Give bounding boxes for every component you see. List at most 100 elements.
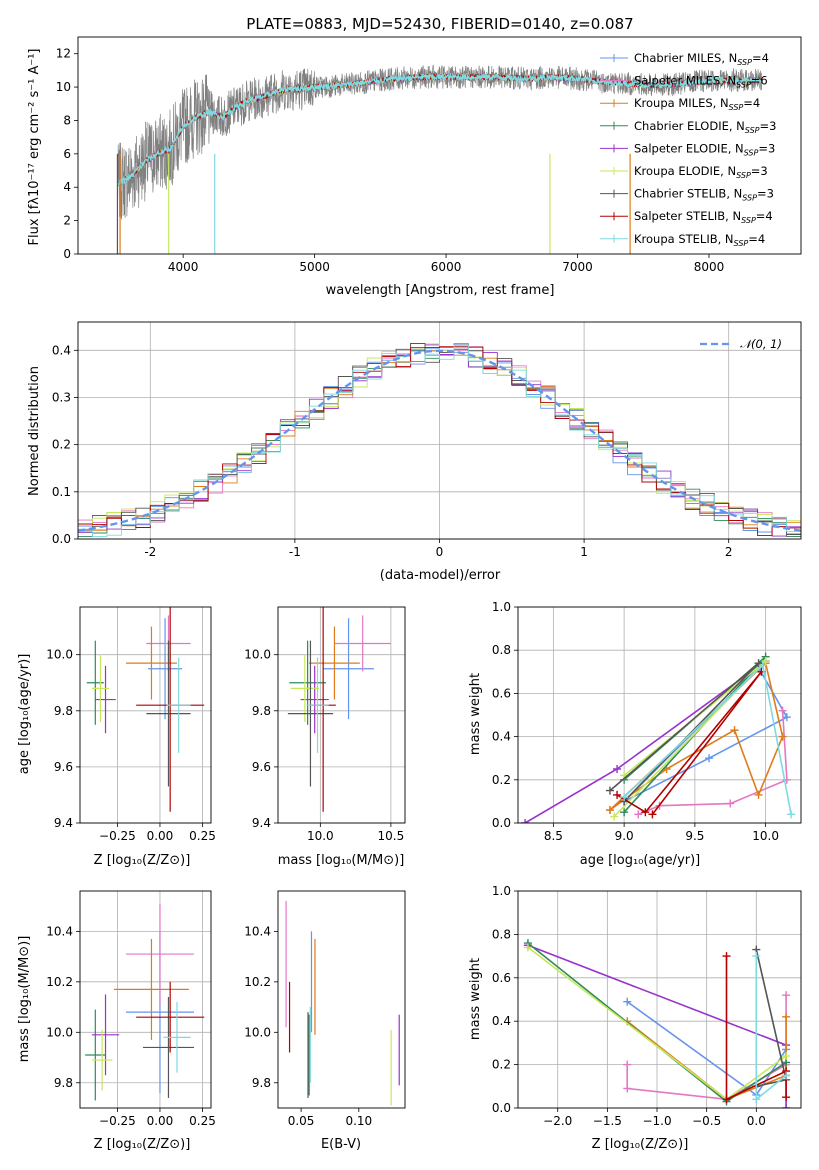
y-tick-label: 10.0: [46, 648, 73, 662]
weight-marker-3-1: [634, 810, 643, 819]
weight-marker-9-1: [752, 952, 761, 961]
y-tick-label: 0.4: [492, 1014, 511, 1028]
plot-content: [523, 939, 791, 1108]
y-tick-label: 0.3: [52, 390, 71, 404]
plot-content: [521, 652, 796, 823]
residual-legend: 𝒩(0, 1): [700, 337, 782, 351]
x-tick-label: −2.0: [543, 1114, 572, 1128]
massweight-vs-age-xlabel: age [log₁₀(age/yr)]: [580, 853, 701, 868]
y-tick-label: 2: [63, 214, 71, 228]
massweight-vs-age-ylabel: mass weight: [468, 673, 483, 755]
y-tick-label: 9.6: [54, 760, 73, 774]
y-tick-label: 0.0: [492, 816, 511, 830]
spectrum-panel: PLATE=0883, MJD=52430, FIBERID=0140, z=0…: [27, 15, 802, 298]
legend-subscript: SSP: [729, 103, 744, 112]
y-tick-label: 0.2: [492, 773, 511, 787]
y-tick-label: 6: [63, 147, 71, 161]
y-tick-label: 12: [56, 47, 71, 61]
spectrum-legend: Chabrier MILES, NSSP=4 Salpeter MILES, NS…: [600, 51, 776, 248]
plot-content: [116, 64, 763, 254]
x-tick-label: 1: [580, 545, 588, 559]
legend-subscript: SSP: [745, 126, 760, 135]
mass-vs-EBV-panel: 0.05 0.10 9.8 10.0 10.2 10.4: [244, 890, 406, 1128]
weight-marker-7-1: [605, 786, 614, 795]
weight-marker-8-2: [722, 1095, 731, 1104]
observed-spectrum: [117, 64, 762, 220]
residual-ylabel: Normed distribution: [27, 366, 42, 496]
x-tick-label: 0.10: [345, 1114, 372, 1128]
age-vs-mass-panel: 10.0 10.5 9.4 9.6 9.8 10.0: [244, 606, 406, 843]
weight-marker-3-2: [623, 1084, 632, 1093]
legend-label-9: Kroupa STELIB, NSSP=4: [634, 232, 765, 248]
legend-suffix: =3: [760, 119, 777, 133]
massweight-vs-Z-ylabel: mass weight: [468, 958, 483, 1040]
weight-marker-6-2: [761, 657, 770, 665]
legend-label-6: Kroupa ELODIE, NSSP=3: [634, 164, 768, 180]
normal-curve-legend-label: 𝒩(0, 1): [740, 337, 782, 351]
legend-subscript: SSP: [734, 239, 749, 248]
y-tick-label: 10: [56, 80, 71, 94]
y-tick-label: 0.6: [492, 686, 511, 700]
residual-histogram-panel: -2 -1 0 1 2 0.0 0.1 0.2 0.3 0.4 (data-model)/erro…: [27, 321, 802, 583]
y-tick-label: 9.8: [252, 704, 271, 718]
legend-subscript: SSP: [736, 81, 751, 90]
weight-marker-3-1: [623, 1060, 632, 1069]
model-spectrum-9: [116, 72, 763, 186]
axes-frame: [517, 890, 802, 1109]
spectrum-ylabel: Flux [fλ10⁻¹⁷ erg cm⁻² s⁻¹ A⁻¹]: [27, 49, 42, 246]
y-tick-label: 8: [63, 113, 71, 127]
plot-content: [285, 901, 400, 1106]
y-tick-label: 10.0: [46, 1025, 73, 1039]
spectrum-xlabel: wavelength [Angstrom, rest frame]: [326, 283, 555, 298]
y-tick-label: 10.0: [244, 648, 271, 662]
legend-label-7: Chabrier STELIB, NSSP=3: [634, 187, 774, 203]
mass-vs-Z-panel: −0.25 0.00 0.25 9.8 10.0 10.2 10.4: [46, 890, 216, 1128]
histogram-step-8: [78, 346, 801, 537]
weight-marker-2-2: [705, 754, 714, 763]
axes-frame: [277, 890, 406, 1109]
age-vs-Z-panel: −0.25 0.00 0.25 9.4 9.6 9.8 10.0: [46, 606, 216, 843]
y-tick-label: 0.2: [492, 1058, 511, 1072]
age-vs-Z-ylabel: age [log₁₀(age/yr)]: [17, 654, 32, 775]
weight-marker-4-7: [605, 806, 614, 815]
legend-suffix: =3: [757, 187, 774, 201]
weight-marker-6-1: [523, 943, 532, 952]
weight-marker-9-3: [782, 1071, 791, 1080]
legend-subscript: SSP: [736, 171, 751, 180]
y-tick-label: 10.4: [46, 924, 73, 938]
plot-content: [78, 342, 801, 538]
y-tick-label: 0.1: [52, 485, 71, 499]
weight-marker-2-3: [782, 713, 791, 722]
legend-subscript: SSP: [744, 148, 759, 157]
x-tick-label: 9.5: [685, 829, 704, 843]
x-tick-label: 10.0: [752, 829, 779, 843]
x-tick-label: −1.0: [642, 1114, 671, 1128]
legend-label-1: Chabrier MILES, NSSP=4: [634, 51, 769, 67]
weight-marker-8-4: [782, 1093, 791, 1102]
x-tick-label: 0.0: [747, 1114, 766, 1128]
legend-subscript: SSP: [741, 216, 756, 225]
x-tick-label: 0: [436, 545, 444, 559]
massweight-vs-age-panel: 8.5 9.0 9.5 10.0 0.0 0.2 0.4 0.6 0.8 1.0: [492, 600, 802, 843]
axes-frame: [77, 321, 802, 540]
weight-line-9: [623, 663, 792, 815]
y-tick-label: 0.4: [492, 730, 511, 744]
y-tick-label: 1.0: [492, 884, 511, 898]
plot-content: [287, 607, 391, 812]
y-tick-label: 4: [63, 180, 71, 194]
massweight-vs-Z-panel: −2.0 −1.5 −1.0 −0.5 0.0 0.0 0.2 0.4 0.6 0.8 1.0: [492, 884, 802, 1128]
weight-marker-6-3: [782, 1051, 791, 1060]
y-tick-label: 10.0: [244, 1025, 271, 1039]
x-tick-label: 10.0: [307, 829, 334, 843]
legend-label-4: Chabrier ELODIE, NSSP=3: [634, 119, 776, 135]
y-tick-label: 0.8: [492, 927, 511, 941]
y-tick-label: 10.2: [46, 975, 73, 989]
x-tick-label: 6000: [431, 260, 462, 274]
y-tick-label: 9.8: [54, 704, 73, 718]
x-tick-label: 8.5: [544, 829, 563, 843]
legend-suffix: =4: [743, 96, 760, 110]
axes-frame: [79, 890, 212, 1109]
legend-subscript: SSP: [737, 58, 752, 67]
weight-marker-7-2: [754, 659, 763, 668]
mass-vs-Z-ylabel: mass [log₁₀(M/M⊙)]: [17, 936, 32, 1063]
